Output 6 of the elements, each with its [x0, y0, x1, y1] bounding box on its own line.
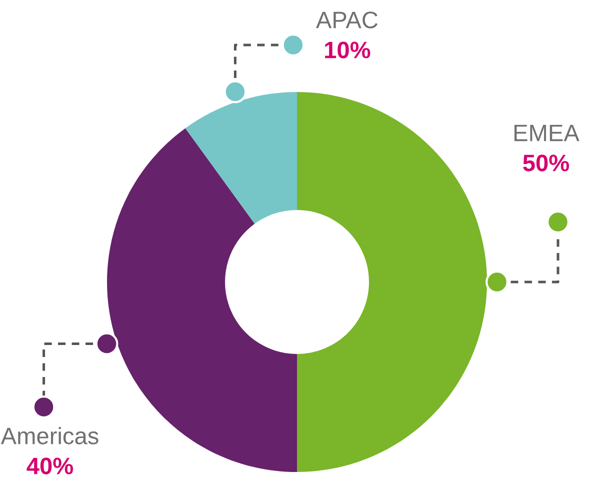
- data-label: 10%: [325, 42, 370, 58]
- data-label: 40%: [26, 458, 74, 474]
- data-label: 50%: [523, 154, 570, 172]
- slice-label: APAC: [316, 12, 378, 28]
- slice-label: EMEA: [514, 124, 580, 142]
- legend-label: Americas: [0, 426, 98, 444]
